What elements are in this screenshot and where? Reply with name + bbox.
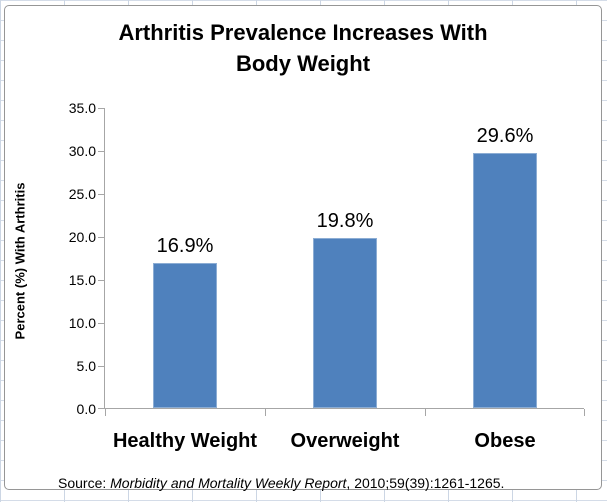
bar-overweight <box>313 237 377 408</box>
x-category-label: Overweight <box>290 430 400 452</box>
y-tick-mark <box>98 237 105 238</box>
chart-title-line-2: Body Weight <box>235 51 371 76</box>
y-tick-mark <box>98 366 105 367</box>
y-tick-label: 5.0 <box>76 358 96 374</box>
plot-area: 35.0 30.0 25.0 20.0 15.0 10.0 5.0 0.0 16.9% Healt… <box>69 100 585 452</box>
y-tick-label: 35.0 <box>68 100 96 116</box>
x-tick-mark <box>584 409 585 416</box>
x-category-label: Healthy Weight <box>112 430 258 452</box>
x-tick-mark <box>265 409 266 416</box>
chart-title: Arthritis Prevalence Increases With Body… <box>5 17 601 79</box>
x-tick-mark <box>425 409 426 416</box>
source-journal-name: Morbidity and Mortality Weekly Report <box>110 475 347 491</box>
y-tick-label: 10.0 <box>68 315 96 331</box>
y-tick-mark <box>98 280 105 281</box>
bar-value-label: 16.9% <box>156 234 214 257</box>
source-suffix: , 2010;59(39):1261-1265. <box>346 475 505 491</box>
bar-value-label: 29.6% <box>476 125 534 148</box>
x-category-label: Obese <box>474 430 536 452</box>
x-tick-mark <box>105 409 106 416</box>
chart-title-line-1: Arthritis Prevalence Increases With <box>118 20 488 45</box>
y-tick-label: 20.0 <box>68 229 96 245</box>
bar-healthy-weight <box>153 262 217 408</box>
source-citation: Source: Morbidity and Mortality Weekly R… <box>58 475 504 491</box>
y-tick-label: 15.0 <box>68 272 96 288</box>
source-prefix: Source: <box>58 475 111 491</box>
y-tick-label: 25.0 <box>68 186 96 202</box>
bar-value-label: 19.8% <box>316 209 374 232</box>
y-tick-mark <box>98 323 105 324</box>
y-tick-label: 0.0 <box>76 401 96 417</box>
y-tick-mark <box>98 151 105 152</box>
chart-object: Arthritis Prevalence Increases With Body… <box>4 5 602 491</box>
y-tick-mark <box>98 108 105 109</box>
bar-obese <box>473 153 537 408</box>
y-axis-title: Percent (%) With Arthritis <box>12 182 28 340</box>
y-tick-label: 30.0 <box>68 143 96 159</box>
y-tick-mark <box>98 408 105 409</box>
y-tick-mark <box>98 194 105 195</box>
